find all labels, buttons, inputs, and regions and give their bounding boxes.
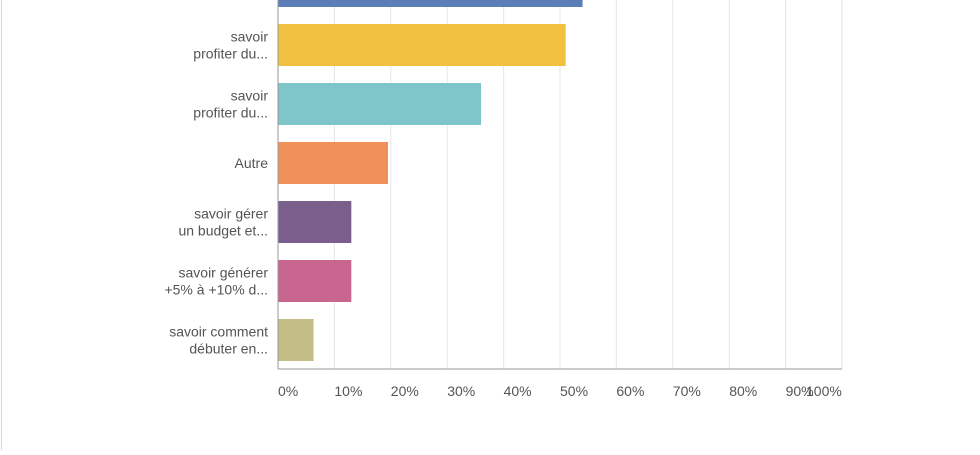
x-tick-label: 40% <box>504 383 532 399</box>
bar <box>278 319 314 361</box>
category-label: savoir profiter du... <box>193 29 268 62</box>
bar <box>278 142 388 184</box>
frame-left-border <box>1 0 2 450</box>
bar <box>278 0 583 7</box>
x-tick-label: 30% <box>447 383 475 399</box>
category-label: savoir comment débuter en... <box>169 324 268 357</box>
x-tick-label: 60% <box>616 383 644 399</box>
bar <box>278 83 482 125</box>
x-tick-label: 100% <box>806 383 842 399</box>
x-tick-label: 50% <box>560 383 588 399</box>
category-label: savoir générer +5% à +10% d... <box>164 265 268 298</box>
bars <box>278 0 583 361</box>
x-tick-label: 80% <box>729 383 757 399</box>
x-tick-label: 0% <box>278 383 298 399</box>
category-label: savoir profiter du... <box>193 88 268 121</box>
category-label: Autre <box>235 155 269 171</box>
bar <box>278 201 352 243</box>
bar <box>278 24 566 66</box>
category-label: savoir gérer un budget et... <box>178 206 268 239</box>
x-tick-label: 10% <box>334 383 362 399</box>
bar <box>278 260 352 302</box>
x-tick-label: 70% <box>673 383 701 399</box>
x-tick-label: 90% <box>786 383 814 399</box>
x-axis: 0% 10% 20% 30% 40% 50% 60% 70% 80% 90%100% <box>277 0 842 399</box>
x-tick-label: 20% <box>391 383 419 399</box>
